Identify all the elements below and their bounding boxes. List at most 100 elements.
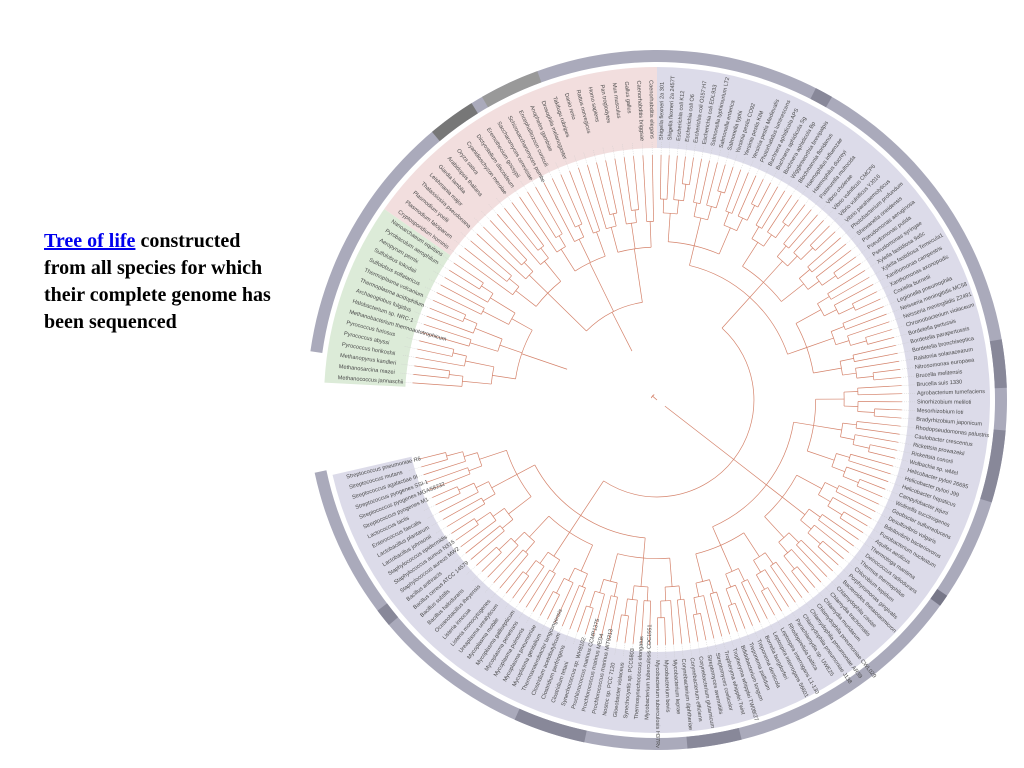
branch-arc bbox=[706, 204, 717, 209]
branch-segment bbox=[582, 573, 588, 587]
branch-segment bbox=[813, 367, 842, 374]
leader-line bbox=[892, 465, 906, 470]
branch-segment bbox=[569, 515, 581, 533]
branch-segment bbox=[721, 297, 751, 329]
branch-segment bbox=[852, 291, 877, 305]
branch-segment bbox=[788, 532, 799, 543]
branch-arc bbox=[472, 323, 478, 334]
branch-segment bbox=[689, 157, 694, 185]
leader-line bbox=[414, 311, 427, 317]
branch-arc bbox=[742, 266, 782, 302]
leader-line bbox=[880, 293, 893, 300]
leader-line bbox=[512, 186, 520, 198]
outer-ring-segment bbox=[432, 103, 478, 142]
branch-segment bbox=[633, 156, 640, 210]
branch-segment bbox=[556, 578, 565, 594]
branch-arc bbox=[800, 508, 810, 521]
branch-segment bbox=[592, 593, 605, 637]
branch-segment bbox=[449, 374, 463, 377]
branch-segment bbox=[761, 590, 775, 616]
branch-segment bbox=[419, 452, 446, 460]
leader-line bbox=[431, 519, 444, 526]
branch-segment bbox=[444, 277, 488, 303]
branch-arc bbox=[603, 327, 755, 498]
leader-line bbox=[406, 337, 420, 341]
leader-line bbox=[498, 593, 507, 604]
branch-segment bbox=[845, 313, 887, 330]
leader-line bbox=[519, 607, 527, 619]
leader-line bbox=[455, 553, 466, 562]
branch-segment bbox=[455, 524, 479, 541]
leader-line bbox=[886, 309, 899, 315]
branch-segment bbox=[529, 274, 548, 294]
leader-line bbox=[860, 256, 872, 264]
leader-line bbox=[770, 171, 777, 183]
leader-line bbox=[878, 504, 891, 510]
branch-segment bbox=[525, 541, 535, 553]
branch-segment bbox=[843, 511, 868, 527]
branch-segment bbox=[527, 191, 557, 238]
branch-segment bbox=[414, 365, 450, 372]
branch-segment bbox=[433, 300, 466, 316]
branch-segment bbox=[501, 519, 514, 529]
branch-segment bbox=[492, 508, 505, 517]
branch-arc bbox=[725, 584, 736, 590]
branch-segment bbox=[529, 515, 550, 538]
branch-segment bbox=[499, 344, 523, 354]
branch-segment bbox=[743, 532, 760, 557]
branch-segment bbox=[763, 260, 783, 283]
branch-segment bbox=[865, 329, 892, 338]
branch-segment bbox=[852, 344, 896, 356]
branch-segment bbox=[735, 584, 753, 626]
branch-segment bbox=[417, 348, 453, 357]
leader-line bbox=[899, 434, 913, 437]
branch-arc bbox=[610, 595, 618, 598]
branch-arc bbox=[810, 245, 816, 251]
branch-segment bbox=[814, 524, 849, 553]
leader-line bbox=[573, 631, 578, 645]
branch-segment bbox=[600, 595, 612, 639]
leader-line bbox=[399, 381, 413, 384]
branch-segment bbox=[481, 285, 494, 294]
leader-line bbox=[496, 197, 505, 209]
leader-line bbox=[693, 144, 696, 158]
branch-segment bbox=[791, 570, 809, 593]
leader-line bbox=[574, 155, 579, 168]
branch-segment bbox=[479, 449, 507, 460]
leader-line bbox=[466, 565, 477, 575]
branch-segment bbox=[610, 227, 619, 253]
leader-line bbox=[593, 149, 597, 163]
leader-line bbox=[557, 625, 563, 639]
branch-segment bbox=[856, 421, 901, 427]
branch-arc bbox=[695, 579, 710, 584]
branch-segment bbox=[614, 158, 627, 225]
branch-segment bbox=[508, 278, 520, 287]
leader-line bbox=[632, 143, 634, 157]
branch-segment bbox=[689, 245, 695, 266]
branch-segment bbox=[854, 352, 898, 362]
branch-segment bbox=[451, 518, 475, 534]
leader-line bbox=[423, 504, 436, 511]
leader-line bbox=[875, 511, 887, 518]
leader-line bbox=[840, 229, 851, 238]
branch-arc bbox=[574, 236, 584, 242]
branch-segment bbox=[776, 245, 787, 257]
tree-of-life-link[interactable]: Tree of life bbox=[44, 230, 136, 252]
branch-segment bbox=[578, 239, 591, 263]
branch-segment bbox=[840, 436, 855, 440]
leader-line bbox=[774, 614, 781, 627]
branch-segment bbox=[837, 263, 861, 280]
outer-ring-segment bbox=[810, 88, 832, 108]
branch-segment bbox=[751, 179, 764, 204]
leader-line bbox=[417, 303, 430, 309]
branch-segment bbox=[554, 582, 574, 623]
leader-line bbox=[478, 577, 488, 587]
species-label: Shigella flexneri 2a 301 bbox=[659, 82, 666, 140]
branch-segment bbox=[584, 608, 594, 635]
branch-arc bbox=[548, 515, 593, 546]
branch-segment bbox=[810, 225, 830, 246]
branch-segment bbox=[859, 479, 886, 490]
branch-arc bbox=[839, 361, 843, 376]
leader-line bbox=[850, 242, 862, 251]
branch-segment bbox=[874, 415, 902, 419]
